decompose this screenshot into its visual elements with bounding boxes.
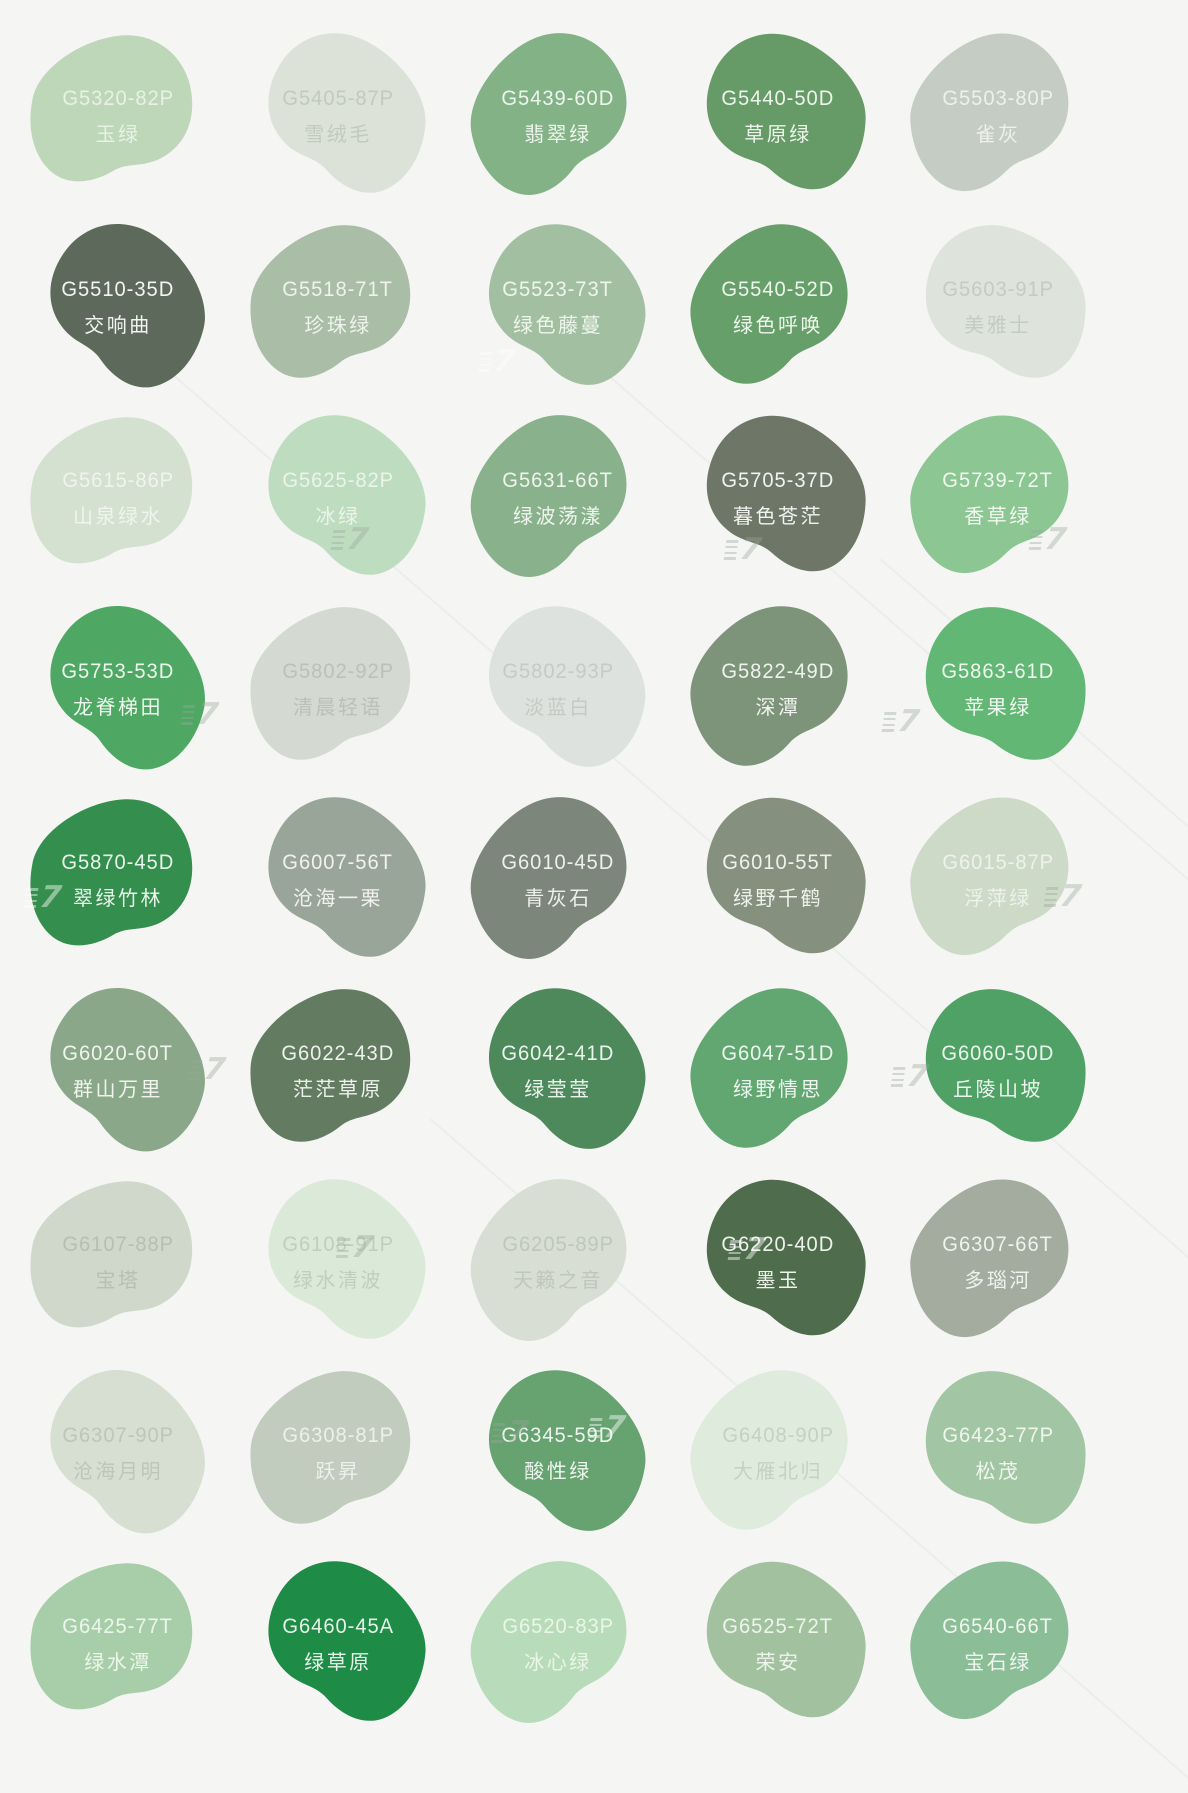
blob-shape [706,1179,866,1336]
blob-shape [925,225,1086,378]
blob-shape [690,224,848,384]
color-swatch[interactable]: G6010-55T 绿野千鹤 [668,788,888,979]
color-swatch[interactable]: G5518-71T 珍珠绿 [228,215,448,406]
blob-shape [706,797,866,954]
color-swatch[interactable]: G6060-50D 丘陵山坡 [888,979,1108,1170]
blob-shape [250,1371,411,1524]
blob-shape [488,988,646,1149]
blob-shape [488,224,646,385]
color-swatch[interactable]: G6425-77T 绿水潭 [8,1552,228,1743]
color-swatch[interactable]: G5523-73T 绿色藤蔓 [448,215,668,406]
blob-shape [910,1561,1069,1720]
swatch-grid: G5320-82P 玉绿 G5405-87P 雪绒毛 G5439-60D 翡翠绿… [8,24,1108,1743]
blob-shape [30,417,193,564]
color-swatch[interactable]: G6307-90P 沧海月明 [8,1361,228,1552]
blob-shape [910,415,1069,574]
color-swatch[interactable]: G6308-81P 跃昇 [228,1361,448,1552]
color-swatch[interactable]: G5440-50D 草原绿 [668,24,888,215]
color-swatch[interactable]: G6540-66T 宝石绿 [888,1552,1108,1743]
blob-shape [690,988,848,1148]
blob-shape [30,1563,193,1710]
color-swatch[interactable]: G6007-56T 沧海一栗 [228,788,448,979]
color-swatch[interactable]: G5753-53D 龙脊梯田 [8,597,228,788]
blob-shape [250,989,411,1142]
blob-shape [50,1370,205,1534]
color-swatch[interactable]: G5739-72T 香草绿 [888,406,1108,597]
color-swatch[interactable]: G5405-87P 雪绒毛 [228,24,448,215]
color-swatch[interactable]: G6022-43D 茫茫草原 [228,979,448,1170]
blob-shape [470,1561,627,1723]
color-swatch[interactable]: G5439-60D 翡翠绿 [448,24,668,215]
blob-shape [268,33,426,193]
color-swatch[interactable]: G6042-41D 绿莹莹 [448,979,668,1170]
color-swatch[interactable]: G5320-82P 玉绿 [8,24,228,215]
blob-shape [250,607,411,760]
color-swatch[interactable]: G6520-83P 冰心绿 [448,1552,668,1743]
color-swatch[interactable]: G6423-77P 松茂 [888,1361,1108,1552]
color-swatch[interactable]: G6020-60T 群山万里 [8,979,228,1170]
blob-shape [30,799,193,946]
blob-shape [910,33,1069,192]
blob-shape [690,1370,848,1530]
blob-shape [910,797,1069,956]
color-swatch[interactable]: G6408-90P 大雁北归 [668,1361,888,1552]
blob-shape [30,1181,193,1328]
blob-shape [706,33,866,190]
blob-shape [470,797,627,959]
blob-shape [50,606,205,770]
color-swatch[interactable]: G5625-82P 冰绿 [228,406,448,597]
color-swatch[interactable]: G6107-88P 宝塔 [8,1170,228,1361]
color-swatch[interactable]: G6525-72T 荣安 [668,1552,888,1743]
blob-shape [268,1561,426,1721]
blob-shape [250,225,411,378]
blob-shape [488,606,646,767]
blob-shape [706,415,866,572]
color-swatch[interactable]: G5870-45D 翠绿竹林 [8,788,228,979]
color-swatch[interactable]: G6205-89P 天籁之音 [448,1170,668,1361]
blob-shape [268,1179,426,1339]
blob-shape [470,33,627,195]
color-swatch[interactable]: G6010-45D 青灰石 [448,788,668,979]
color-swatch[interactable]: G6108-91P 绿水清波 [228,1170,448,1361]
color-swatch[interactable]: G6220-40D 墨玉 [668,1170,888,1361]
color-swatch[interactable]: G6307-66T 多瑙河 [888,1170,1108,1361]
blob-shape [30,35,193,182]
color-swatch[interactable]: G6460-45A 绿草原 [228,1552,448,1743]
color-swatch[interactable]: G5863-61D 苹果绿 [888,597,1108,788]
color-swatch[interactable]: G5802-93P 淡蓝白 [448,597,668,788]
blob-shape [706,1561,866,1718]
blob-shape [268,415,426,575]
color-swatch[interactable]: G5631-66T 绿波荡漾 [448,406,668,597]
blob-shape [488,1370,646,1531]
color-swatch[interactable]: G5705-37D 暮色苍茫 [668,406,888,597]
blob-shape [925,1371,1086,1524]
color-swatch[interactable]: G6047-51D 绿野情思 [668,979,888,1170]
color-swatch[interactable]: G5615-86P 山泉绿水 [8,406,228,597]
color-swatch[interactable]: G5802-92P 清晨轻语 [228,597,448,788]
blob-shape [470,1179,627,1341]
color-swatch[interactable]: G5822-49D 深潭 [668,597,888,788]
color-swatch[interactable]: G5540-52D 绿色呼唤 [668,215,888,406]
blob-shape [50,988,205,1152]
blob-shape [470,415,627,577]
blob-shape [925,989,1086,1142]
color-swatch[interactable]: G5603-91P 美雅士 [888,215,1108,406]
color-swatch[interactable]: G6345-59D 酸性绿 [448,1361,668,1552]
blob-shape [690,606,848,766]
color-swatch[interactable]: G5503-80P 雀灰 [888,24,1108,215]
blob-shape [50,224,205,388]
blob-shape [910,1179,1069,1338]
color-swatch[interactable]: G6015-87P 浮萍绿 [888,788,1108,979]
blob-shape [925,607,1086,760]
color-swatch[interactable]: G5510-35D 交响曲 [8,215,228,406]
blob-shape [268,797,426,957]
